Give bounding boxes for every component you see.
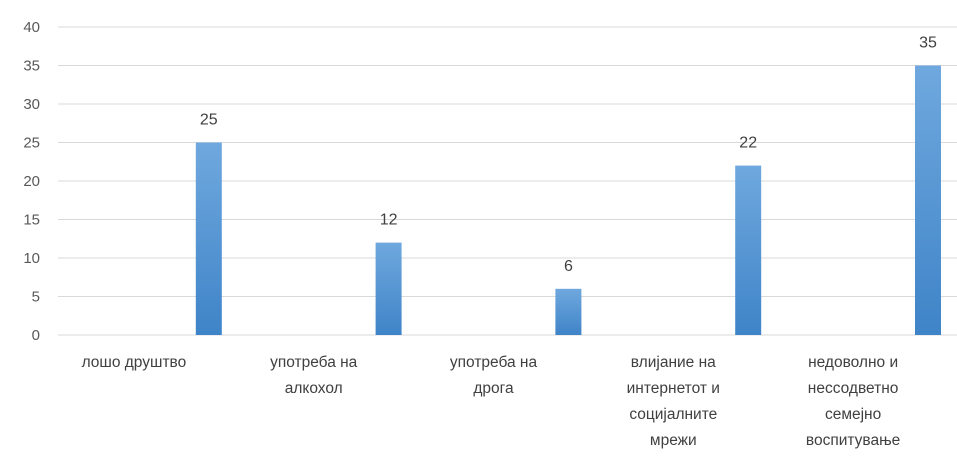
x-category-line: употреба на	[270, 354, 358, 371]
x-category-label: влијание на интернетот и социјалните мрежи	[593, 350, 753, 454]
x-category-line: нессодветно	[807, 380, 899, 397]
x-category-line: семејно	[824, 406, 882, 423]
y-axis-ticks: 0 5 10 15 20 25 30 35 40	[23, 19, 40, 344]
bar	[735, 165, 762, 335]
x-category-line: воспитување	[805, 432, 901, 449]
x-category-line: дрога	[473, 380, 514, 397]
bar	[555, 288, 582, 335]
x-category-line: употреба на	[449, 354, 538, 371]
bar	[915, 65, 941, 335]
x-category-label: употреба на дрога	[414, 350, 574, 402]
y-tick-label: 15	[23, 212, 40, 229]
x-category-label: лошо друштво	[54, 350, 214, 376]
data-label: 12	[380, 212, 398, 229]
data-label: 35	[919, 35, 937, 52]
y-tick-label: 35	[23, 58, 40, 75]
gridlines	[58, 26, 957, 336]
y-tick-label: 25	[23, 135, 40, 152]
x-category-line: влијание на	[630, 354, 716, 371]
y-tick-label: 10	[23, 250, 40, 267]
data-label: 25	[200, 112, 218, 129]
y-tick-label: 40	[23, 19, 40, 36]
y-tick-label: 20	[23, 173, 40, 190]
bar	[375, 242, 402, 335]
data-labels: 25 12 6 22 35	[200, 35, 937, 275]
y-tick-label: 0	[32, 327, 40, 344]
x-category-line: мрежи	[649, 432, 697, 449]
x-category-line: лошо друштво	[81, 354, 187, 371]
bars	[195, 65, 941, 335]
y-tick-label: 30	[23, 96, 40, 113]
x-category-label: употреба на алкохол	[234, 350, 394, 402]
bar	[195, 142, 222, 335]
y-tick-label: 5	[32, 289, 40, 306]
x-category-label: недоволно и нессодветно семејно воспитување	[773, 350, 933, 454]
x-category-line: социјалните	[629, 406, 718, 423]
data-label: 22	[739, 135, 757, 152]
x-category-line: недоволно и	[808, 354, 899, 371]
x-category-line: интернетот и	[626, 380, 720, 397]
data-label: 6	[564, 258, 573, 275]
x-category-line: алкохол	[284, 380, 343, 397]
